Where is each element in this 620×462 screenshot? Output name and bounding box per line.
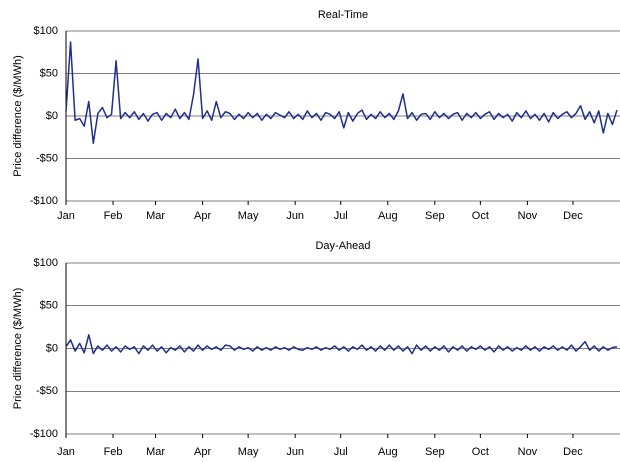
x-tick-label: Jun: [286, 446, 304, 458]
y-tick-label: -$100: [30, 428, 58, 440]
y-tick-label: $100: [34, 257, 58, 269]
x-tick-label: Feb: [104, 210, 123, 222]
y-tick-label: -$50: [36, 152, 58, 164]
y-tick-label: -$100: [30, 195, 58, 207]
x-tick-label: Jul: [334, 210, 348, 222]
y-tick-label: $100: [34, 25, 58, 37]
x-tick-label: Aug: [378, 210, 398, 222]
x-tick-label: Jan: [57, 446, 75, 458]
y-tick-label: $50: [40, 67, 58, 79]
x-tick-label: Feb: [104, 446, 123, 458]
x-tick-label: Aug: [378, 446, 398, 458]
x-tick-label: Sep: [425, 210, 445, 222]
x-tick-label: Jul: [334, 446, 348, 458]
panel-title: Real-Time: [318, 9, 368, 21]
x-tick-label: Jan: [57, 210, 75, 222]
data-line: [65, 41, 618, 144]
y-tick-label: $0: [46, 342, 58, 354]
x-tick-label: Sep: [425, 446, 445, 458]
x-tick-label: May: [238, 446, 259, 458]
y-axis-label: Price difference ($/MWh): [12, 55, 24, 176]
x-tick-label: Dec: [563, 446, 583, 458]
y-tick-label: -$50: [36, 385, 58, 397]
data-line: [65, 334, 618, 355]
x-tick-label: Mar: [146, 210, 165, 222]
x-tick-label: Oct: [472, 446, 489, 458]
x-tick-label: Apr: [194, 210, 211, 222]
y-axis-label: Price difference ($/MWh): [12, 288, 24, 409]
x-tick-label: Oct: [472, 210, 489, 222]
x-tick-label: Nov: [518, 446, 538, 458]
y-tick-label: $50: [40, 300, 58, 312]
panel-title: Day-Ahead: [315, 240, 370, 252]
x-tick-label: Apr: [194, 446, 211, 458]
x-tick-label: Mar: [146, 446, 165, 458]
x-tick-label: Nov: [518, 210, 538, 222]
x-tick-label: Dec: [563, 210, 583, 222]
y-tick-label: $0: [46, 110, 58, 122]
x-tick-label: Jun: [286, 210, 304, 222]
x-tick-label: May: [238, 210, 259, 222]
